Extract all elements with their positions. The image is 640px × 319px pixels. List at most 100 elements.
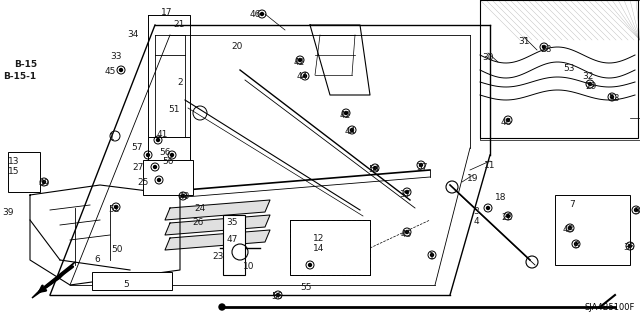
Text: 33: 33 [110, 52, 122, 61]
Circle shape [406, 190, 408, 194]
Circle shape [506, 118, 509, 122]
Text: 20: 20 [231, 42, 243, 51]
Text: 14: 14 [314, 244, 324, 253]
Text: 31: 31 [518, 37, 530, 46]
Circle shape [419, 164, 422, 167]
Text: 47: 47 [227, 235, 237, 244]
Polygon shape [165, 215, 270, 235]
Circle shape [260, 12, 264, 16]
Bar [290, 220, 370, 275]
Text: 7: 7 [569, 200, 575, 209]
Bar [148, 137, 190, 165]
Circle shape [374, 167, 376, 169]
Text: 24: 24 [195, 204, 205, 213]
Text: 50: 50 [111, 245, 123, 254]
Circle shape [154, 166, 157, 168]
Bar [92, 272, 172, 290]
Text: 1: 1 [109, 133, 115, 142]
Text: 56: 56 [159, 148, 171, 157]
Circle shape [431, 254, 433, 256]
Text: 54: 54 [368, 165, 380, 174]
Text: 56: 56 [271, 292, 283, 301]
Text: 32: 32 [582, 72, 594, 81]
Polygon shape [165, 200, 270, 220]
Circle shape [157, 179, 161, 182]
Circle shape [170, 153, 173, 157]
Circle shape [120, 69, 122, 71]
Circle shape [634, 209, 637, 211]
Text: 9: 9 [633, 207, 639, 216]
Circle shape [182, 195, 184, 197]
Text: 3: 3 [473, 207, 479, 216]
Text: 53: 53 [563, 64, 575, 73]
Text: 48: 48 [563, 225, 573, 234]
Bar [480, 0, 638, 138]
Text: B-15-1: B-15-1 [3, 72, 36, 81]
Circle shape [611, 95, 614, 99]
Text: 1: 1 [429, 252, 435, 261]
Circle shape [308, 263, 312, 266]
Text: 25: 25 [138, 178, 148, 187]
Bar [143, 160, 193, 195]
Text: 35: 35 [227, 218, 237, 227]
Circle shape [589, 83, 591, 85]
Bar [555, 195, 630, 265]
Circle shape [303, 75, 307, 78]
Text: 42: 42 [293, 58, 305, 67]
Text: 8: 8 [573, 241, 579, 250]
Text: 37: 37 [416, 163, 428, 172]
Text: 57: 57 [131, 143, 143, 152]
Text: 2: 2 [177, 78, 183, 87]
Text: 45: 45 [104, 67, 116, 76]
Text: 30: 30 [483, 53, 493, 62]
Text: 44: 44 [296, 72, 308, 81]
Text: 56: 56 [163, 157, 173, 166]
Polygon shape [32, 262, 75, 298]
Text: 39: 39 [3, 208, 13, 217]
Circle shape [344, 112, 348, 115]
Circle shape [568, 226, 572, 229]
Bar [8, 152, 40, 192]
Text: 5: 5 [123, 280, 129, 289]
Text: 55: 55 [300, 283, 312, 292]
Circle shape [276, 293, 280, 296]
Text: SJA4B5100F: SJA4B5100F [584, 303, 635, 312]
Circle shape [42, 181, 45, 183]
Text: 42: 42 [339, 111, 351, 120]
Circle shape [157, 138, 159, 142]
Text: 12: 12 [314, 234, 324, 243]
Text: 46: 46 [250, 10, 260, 19]
Circle shape [575, 242, 577, 246]
Polygon shape [165, 230, 270, 250]
Text: 37: 37 [399, 190, 411, 199]
Text: 52: 52 [108, 205, 120, 214]
Bar [290, 220, 370, 275]
Text: 51: 51 [168, 105, 180, 114]
Text: 41: 41 [156, 130, 168, 139]
Text: 53: 53 [608, 94, 620, 103]
Bar [223, 215, 245, 275]
Text: 40: 40 [179, 192, 189, 201]
Text: 28: 28 [540, 45, 552, 54]
Polygon shape [30, 185, 180, 285]
Circle shape [351, 129, 353, 131]
Circle shape [628, 244, 632, 248]
Circle shape [298, 58, 301, 62]
Circle shape [506, 214, 509, 218]
Text: 45: 45 [400, 230, 412, 239]
Polygon shape [480, 0, 640, 140]
Text: 11: 11 [484, 161, 496, 170]
Circle shape [406, 231, 408, 234]
Text: 10: 10 [243, 262, 255, 271]
Circle shape [147, 153, 150, 157]
Text: 46: 46 [500, 118, 512, 127]
Text: 13: 13 [8, 157, 20, 166]
Text: 22: 22 [501, 213, 513, 222]
Text: 36: 36 [623, 243, 635, 252]
Circle shape [486, 206, 490, 210]
Text: 19: 19 [467, 174, 479, 183]
Text: 49: 49 [38, 179, 50, 188]
Text: 6: 6 [94, 255, 100, 264]
Circle shape [543, 46, 545, 48]
Text: 15: 15 [8, 167, 20, 176]
